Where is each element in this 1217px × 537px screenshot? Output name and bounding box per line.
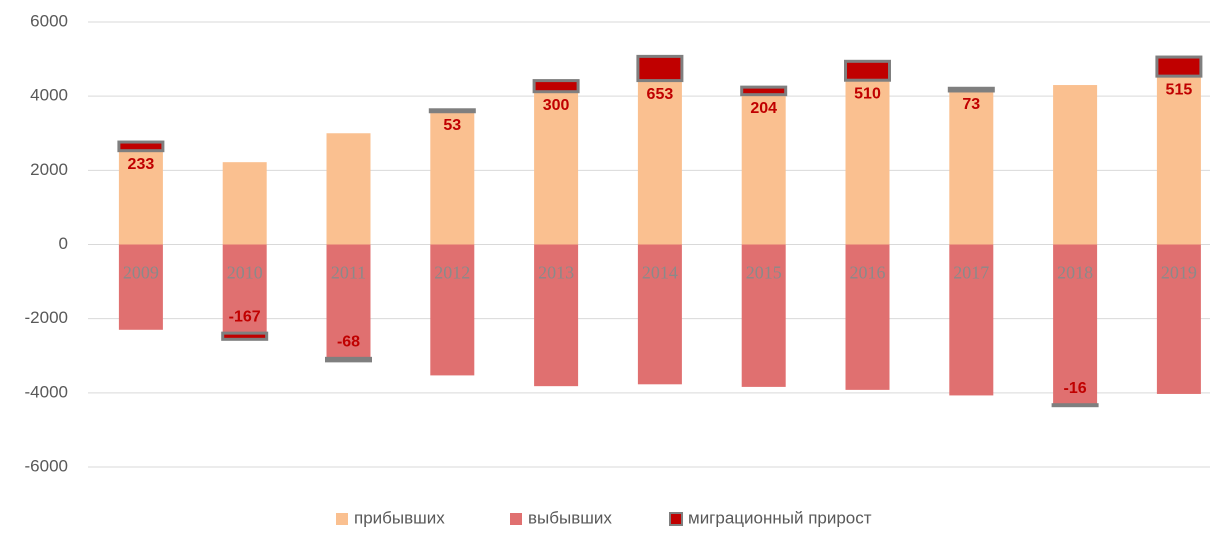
bar (221, 331, 269, 341)
bar (118, 244, 163, 330)
y-tick-label: 2000 (30, 160, 68, 179)
bar (532, 79, 580, 94)
y-tick-label: 4000 (30, 86, 68, 105)
x-tick-label: 2014 (642, 263, 678, 283)
y-tick-label: -2000 (25, 308, 68, 327)
y-tick-label: -6000 (25, 456, 68, 475)
bar (741, 94, 786, 245)
legend-label: миграционный прирост (688, 508, 872, 527)
bar (845, 80, 890, 245)
x-tick-label: 2010 (227, 263, 263, 283)
bar (637, 244, 682, 385)
data-label: 515 (1166, 81, 1193, 98)
bar (430, 244, 475, 376)
bar (326, 244, 371, 359)
legend-swatch (669, 512, 683, 526)
legend-label: прибывших (354, 508, 445, 527)
data-label: 300 (543, 97, 570, 114)
bar (222, 162, 267, 245)
bar (534, 91, 579, 245)
bar (430, 111, 475, 245)
bar (740, 85, 788, 97)
bar (222, 244, 267, 334)
bar (845, 244, 890, 390)
bar (637, 80, 682, 245)
data-label: -167 (229, 308, 261, 325)
bar (1156, 76, 1201, 245)
bar (118, 150, 163, 245)
data-label: 510 (854, 85, 881, 102)
data-label: 204 (750, 100, 777, 117)
legend-swatch (510, 513, 522, 525)
x-tick-label: 2016 (850, 263, 886, 283)
x-tick-label: 2012 (434, 263, 470, 283)
legend-label: выбывших (528, 508, 612, 527)
x-tick-label: 2017 (953, 263, 989, 283)
bar (636, 54, 684, 83)
bar (428, 108, 476, 114)
bar (1156, 244, 1201, 394)
bar (949, 244, 994, 396)
bar (117, 140, 165, 153)
data-label: 653 (647, 86, 674, 103)
x-tick-label: 2013 (538, 263, 574, 283)
legend-swatch (336, 513, 348, 525)
x-tick-label: 2018 (1057, 263, 1093, 283)
bar (741, 244, 786, 387)
x-tick-label: 2015 (746, 263, 782, 283)
bar (534, 244, 579, 387)
data-label: 53 (443, 117, 461, 134)
bar (326, 133, 371, 245)
data-label: -16 (1064, 380, 1087, 397)
x-tick-label: 2009 (123, 263, 159, 283)
bar (949, 90, 994, 245)
bar (844, 59, 891, 82)
y-tick-label: 6000 (30, 11, 68, 30)
y-tick-label: -4000 (25, 382, 68, 401)
bar (1053, 244, 1098, 405)
data-label: 73 (962, 96, 980, 113)
bar (1053, 85, 1098, 245)
bar (325, 356, 372, 363)
bar (1155, 55, 1203, 78)
bar (1051, 403, 1099, 408)
data-label: -68 (337, 334, 360, 351)
bar (947, 86, 995, 93)
y-tick-label: 0 (59, 234, 68, 253)
x-tick-label: 2019 (1161, 263, 1197, 283)
data-label: 233 (128, 156, 155, 173)
x-tick-label: 2011 (331, 263, 366, 283)
